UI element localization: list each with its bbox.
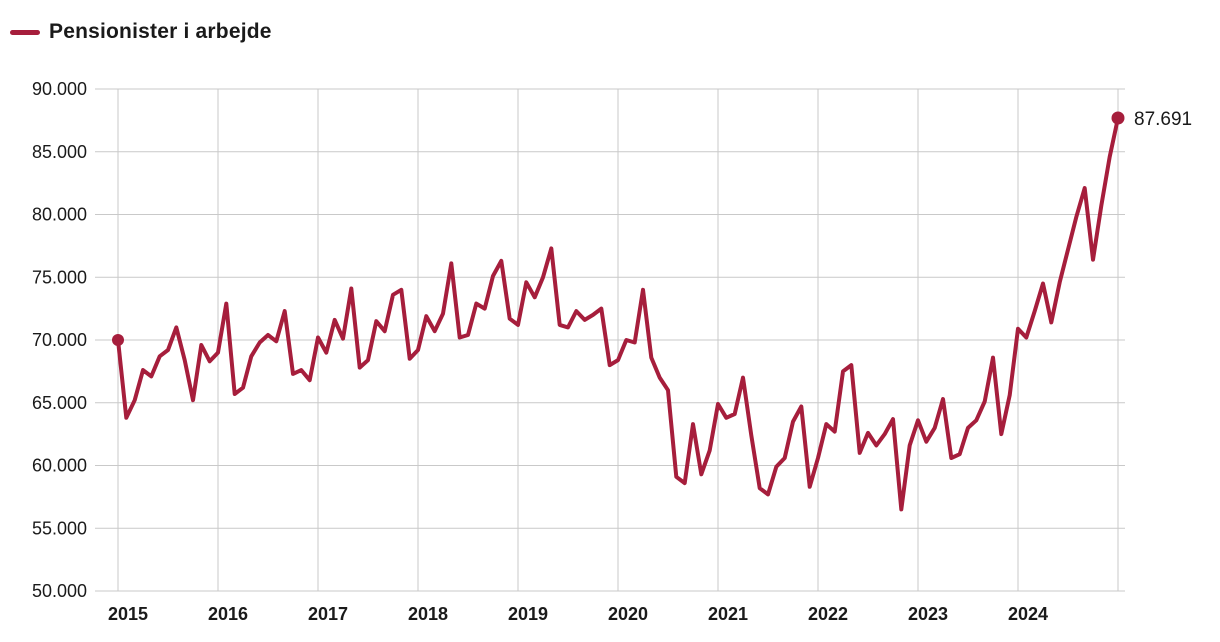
y-axis-tick-label: 80.000: [32, 205, 87, 225]
x-axis-tick-label: 2024: [1008, 604, 1048, 624]
end-point-marker: [1111, 111, 1125, 125]
y-axis-tick-label: 65.000: [32, 393, 87, 413]
x-axis-tick-label: 2015: [108, 604, 148, 624]
start-point-marker: [112, 334, 124, 346]
legend-label: Pensionister i arbejde: [49, 20, 272, 43]
y-axis-tick-label: 90.000: [32, 79, 87, 99]
end-value-label: 87.691: [1134, 109, 1192, 130]
legend-line-marker: [10, 29, 40, 35]
x-axis-tick-label: 2021: [708, 604, 748, 624]
y-axis-tick-label: 50.000: [32, 581, 87, 601]
data-line: [116, 116, 1120, 512]
x-axis-tick-label: 2023: [908, 604, 948, 624]
y-axis-tick-label: 60.000: [32, 456, 87, 476]
x-axis-tick-label: 2019: [508, 604, 548, 624]
y-axis-tick-label: 75.000: [32, 267, 87, 287]
x-axis-tick-label: 2020: [608, 604, 648, 624]
x-axis-tick-label: 2018: [408, 604, 448, 624]
y-axis-tick-label: 70.000: [32, 330, 87, 350]
legend: Pensionister i arbejde: [10, 20, 272, 44]
y-axis-tick-label: 55.000: [32, 518, 87, 538]
x-axis-tick-label: 2022: [808, 604, 848, 624]
x-axis-tick-label: 2016: [208, 604, 248, 624]
y-axis-tick-label: 85.000: [32, 142, 87, 162]
x-axis-tick-label: 2017: [308, 604, 348, 624]
